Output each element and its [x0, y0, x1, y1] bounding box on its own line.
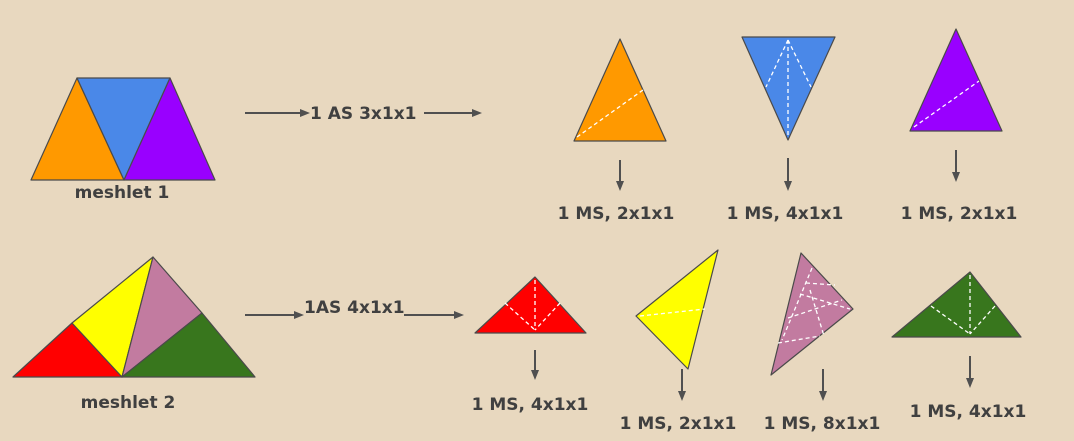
ms-label-red: 1 MS, 4x1x1 — [472, 395, 589, 415]
ms-label-orange: 1 MS, 2x1x1 — [558, 204, 675, 224]
down-arrow — [531, 350, 539, 380]
meshlet-1-shape — [30, 77, 216, 181]
meshlet-2-green-triangle — [121, 312, 256, 378]
meshlet-2-shape — [12, 256, 256, 378]
meshlet-1-triangle-purple — [909, 28, 1003, 132]
meshlet-1-triangle-blue — [741, 36, 836, 141]
ms-label-pink: 1 MS, 8x1x1 — [764, 414, 881, 434]
meshlet-2-arrow — [245, 311, 464, 319]
down-arrow — [966, 356, 974, 388]
meshlet-1-arrow — [245, 109, 482, 117]
meshlet-2-label: meshlet 2 — [81, 393, 176, 413]
meshlet-1-label: meshlet 1 — [75, 183, 170, 203]
ms-label-blue: 1 MS, 4x1x1 — [727, 204, 844, 224]
meshlet-2-triangle-green — [891, 271, 1022, 338]
down-arrow — [678, 369, 686, 401]
meshlet-1-purple-triangle — [123, 77, 216, 181]
ms-label-purple: 1 MS, 2x1x1 — [901, 204, 1018, 224]
meshlet-2-triangle-yellow — [635, 249, 719, 370]
meshlet-2-triangle-red — [474, 276, 587, 334]
ms-label-green: 1 MS, 4x1x1 — [910, 402, 1027, 422]
down-arrow — [616, 160, 624, 191]
down-arrow — [952, 150, 960, 182]
meshlet-1-triangle-orange — [573, 38, 667, 142]
meshlet-1-arrow-label: 1 AS 3x1x1 — [310, 104, 416, 124]
meshlet-2-arrow-label: 1AS 4x1x1 — [304, 298, 405, 318]
down-arrow — [784, 158, 792, 191]
meshlet-2-triangle-pink — [770, 252, 854, 376]
ms-label-yellow: 1 MS, 2x1x1 — [620, 414, 737, 434]
down-arrow — [819, 369, 827, 401]
